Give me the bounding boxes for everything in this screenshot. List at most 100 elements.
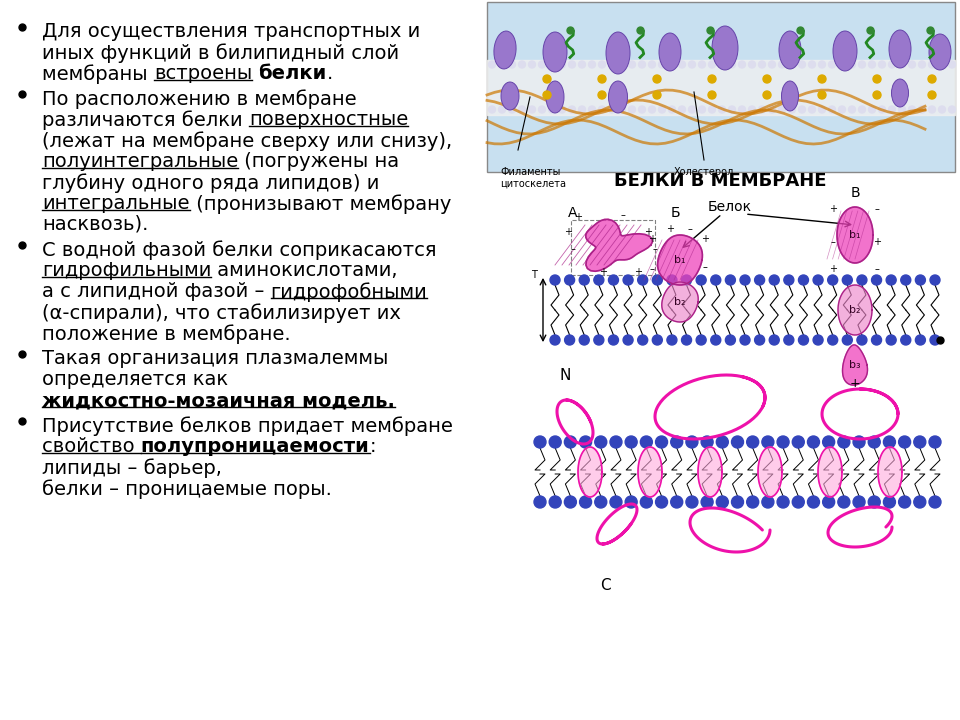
Circle shape [732, 496, 743, 508]
Circle shape [509, 61, 516, 68]
Circle shape [671, 436, 683, 448]
Circle shape [640, 436, 653, 448]
Circle shape [930, 335, 940, 345]
Circle shape [726, 275, 735, 285]
Text: С водной фазой белки соприкасаются: С водной фазой белки соприкасаются [42, 240, 437, 260]
Text: –: – [570, 244, 575, 254]
Circle shape [808, 61, 815, 68]
Text: белки – проницаемые поры.: белки – проницаемые поры. [42, 479, 332, 499]
Ellipse shape [609, 81, 628, 113]
Text: +: + [829, 264, 837, 274]
Circle shape [853, 496, 865, 508]
Circle shape [718, 61, 726, 68]
Text: полупроницаемости: полупроницаемости [141, 437, 370, 456]
Text: Белок: Белок [708, 200, 752, 214]
Circle shape [777, 496, 789, 508]
Text: насквозь).: насквозь). [42, 215, 149, 234]
Circle shape [889, 106, 896, 113]
Circle shape [623, 335, 633, 345]
Ellipse shape [606, 32, 630, 74]
Text: b₂: b₂ [850, 305, 861, 315]
Ellipse shape [712, 26, 738, 70]
Text: b₁: b₁ [850, 230, 861, 240]
Text: +: + [634, 267, 642, 277]
Text: –: – [620, 210, 625, 220]
Circle shape [598, 91, 606, 99]
Text: БЕЛКИ В МЕМБРАНЕ: БЕЛКИ В МЕМБРАНЕ [613, 172, 827, 190]
Circle shape [529, 61, 536, 68]
Ellipse shape [892, 79, 908, 107]
Ellipse shape [889, 30, 911, 68]
Text: липиды – барьер,: липиды – барьер, [42, 458, 222, 477]
Text: Такая организация плазмалеммы: Такая организация плазмалеммы [42, 349, 389, 368]
Circle shape [679, 106, 685, 113]
Circle shape [873, 75, 881, 83]
Circle shape [769, 106, 776, 113]
Polygon shape [843, 345, 868, 385]
Text: +: + [701, 234, 709, 244]
Circle shape [823, 436, 834, 448]
Circle shape [889, 61, 896, 68]
Circle shape [649, 106, 656, 113]
Circle shape [749, 106, 756, 113]
Circle shape [948, 106, 955, 113]
Circle shape [762, 436, 774, 448]
Circle shape [813, 335, 823, 345]
Text: свойство: свойство [42, 437, 141, 456]
Circle shape [828, 61, 835, 68]
Circle shape [610, 436, 622, 448]
Circle shape [594, 275, 604, 285]
Text: –: – [650, 264, 655, 274]
Circle shape [828, 335, 838, 345]
Circle shape [710, 335, 721, 345]
Circle shape [559, 106, 565, 113]
Polygon shape [698, 447, 722, 497]
Circle shape [939, 61, 946, 68]
Circle shape [659, 106, 665, 113]
Circle shape [929, 436, 941, 448]
Text: белки: белки [258, 64, 326, 83]
Circle shape [653, 91, 661, 99]
Text: а с липидной фазой –: а с липидной фазой – [42, 282, 271, 301]
Circle shape [747, 436, 758, 448]
Circle shape [688, 106, 695, 113]
Text: различаются белки: различаются белки [42, 110, 249, 130]
Circle shape [769, 275, 780, 285]
Text: В: В [851, 186, 860, 200]
Polygon shape [837, 207, 873, 263]
Text: +: + [574, 212, 582, 222]
Circle shape [928, 106, 935, 113]
Circle shape [609, 106, 615, 113]
Circle shape [580, 436, 591, 448]
Circle shape [638, 61, 645, 68]
Circle shape [777, 436, 789, 448]
Text: –: – [830, 237, 835, 247]
Circle shape [668, 61, 676, 68]
Circle shape [828, 106, 835, 113]
Polygon shape [838, 285, 872, 335]
Circle shape [872, 275, 881, 285]
Circle shape [652, 335, 662, 345]
Circle shape [738, 106, 746, 113]
Circle shape [543, 75, 551, 83]
Circle shape [708, 61, 715, 68]
Circle shape [594, 335, 604, 345]
Circle shape [758, 61, 765, 68]
Circle shape [637, 335, 648, 345]
Circle shape [749, 61, 756, 68]
FancyBboxPatch shape [487, 2, 955, 172]
Circle shape [568, 61, 575, 68]
Circle shape [732, 436, 743, 448]
Text: :: : [370, 437, 376, 456]
Circle shape [799, 61, 805, 68]
Circle shape [857, 275, 867, 285]
Polygon shape [818, 447, 842, 497]
Circle shape [539, 61, 545, 68]
Circle shape [564, 335, 575, 345]
Circle shape [858, 106, 866, 113]
Text: b₁: b₁ [674, 255, 685, 265]
Circle shape [899, 106, 905, 113]
Circle shape [489, 61, 495, 68]
Text: +: + [599, 267, 607, 277]
Ellipse shape [546, 81, 564, 113]
